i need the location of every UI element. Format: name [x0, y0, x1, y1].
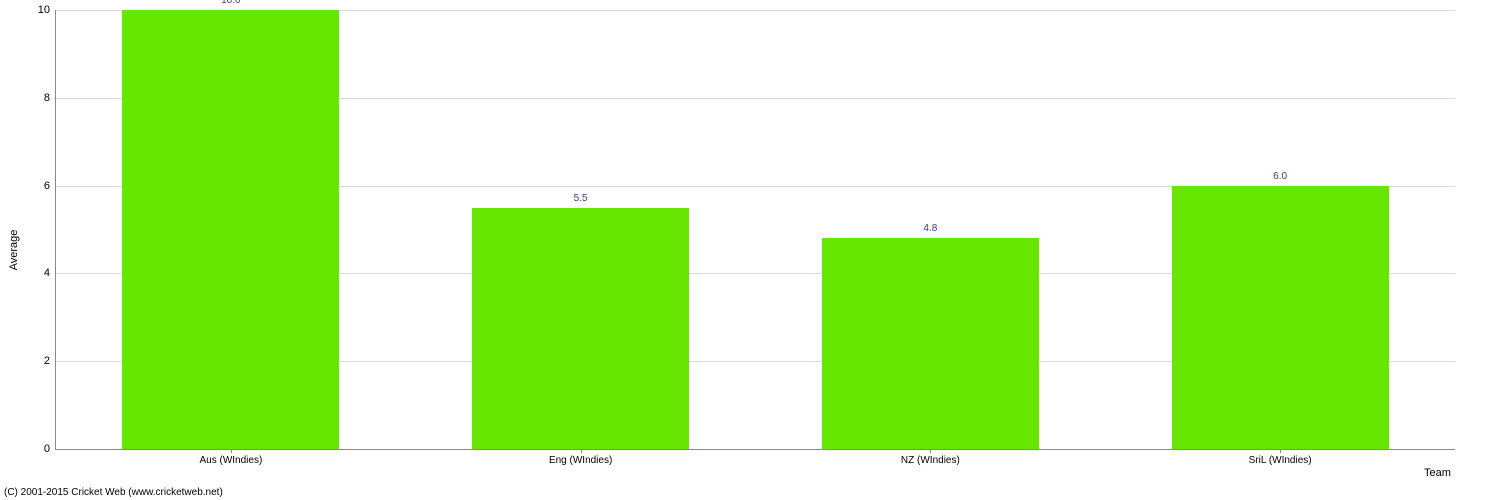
bar: 6.0 — [1172, 186, 1389, 449]
bar-value-label: 4.8 — [923, 223, 937, 234]
plot-area: 024681010.0Aus (WIndies)5.5Eng (WIndies)… — [55, 10, 1455, 450]
x-axis-title: Team — [1424, 467, 1451, 479]
y-tick-label: 0 — [44, 443, 56, 455]
bar: 10.0 — [122, 10, 339, 449]
y-axis-title: Average — [8, 230, 20, 271]
x-tick-label: Eng (WIndies) — [549, 449, 612, 466]
bar-value-label: 5.5 — [574, 193, 588, 204]
y-tick-label: 4 — [44, 267, 56, 279]
y-tick-label: 6 — [44, 180, 56, 192]
x-tick-label: Aus (WIndies) — [199, 449, 262, 466]
bar-value-label: 10.0 — [221, 0, 240, 6]
bar: 5.5 — [472, 208, 689, 449]
chart-container: Average 024681010.0Aus (WIndies)5.5Eng (… — [0, 0, 1500, 500]
x-tick-label: NZ (WIndies) — [901, 449, 960, 466]
y-tick-label: 10 — [38, 4, 56, 16]
x-tick-label: SriL (WIndies) — [1249, 449, 1312, 466]
y-tick-label: 2 — [44, 355, 56, 367]
bar-value-label: 6.0 — [1273, 171, 1287, 182]
bar: 4.8 — [822, 238, 1039, 449]
y-tick-label: 8 — [44, 92, 56, 104]
copyright-text: (C) 2001-2015 Cricket Web (www.cricketwe… — [4, 487, 223, 498]
